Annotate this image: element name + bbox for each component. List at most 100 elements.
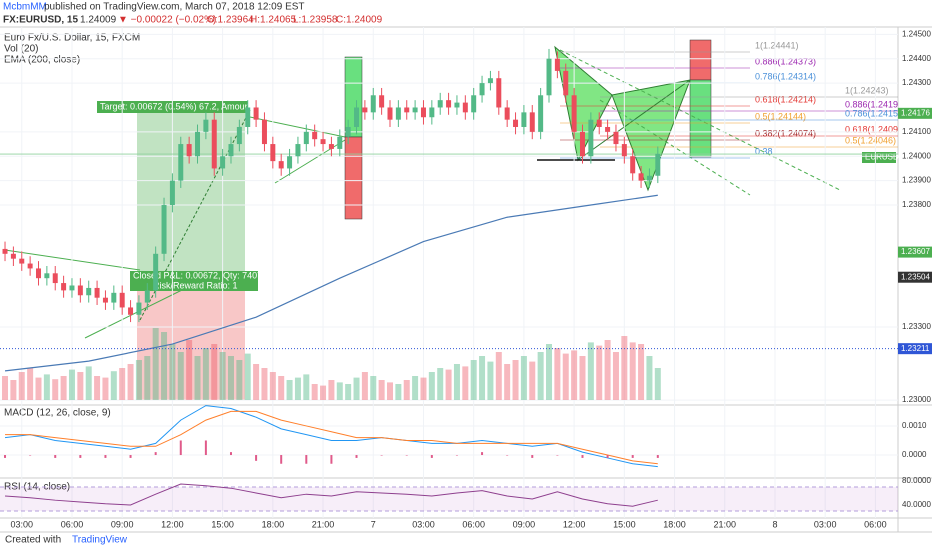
footer-brand[interactable]: TradingView [72, 535, 128, 546]
candle-body [354, 107, 360, 127]
box-red [689, 39, 712, 81]
target-label: Target: 0.00672 (0.54%) 67.2, Amount: 10… [100, 101, 290, 111]
candle-body [44, 273, 50, 279]
candle-body [370, 95, 376, 113]
volume-bar [579, 356, 586, 400]
candle-body [178, 144, 184, 181]
y-tick-label: 1.24300 [902, 78, 931, 87]
price-label: 1.23504 [901, 272, 930, 281]
y-tick-label: 1.24500 [902, 29, 931, 38]
volume-bar [119, 368, 126, 400]
y-tick-label: 0.0000 [902, 450, 927, 459]
volume-bar [85, 366, 92, 400]
macd-histogram [631, 455, 634, 458]
x-tick-label: 03:00 [412, 519, 435, 529]
candle-body [220, 156, 226, 169]
ohlc-close: C:1.24009 [336, 15, 383, 26]
candle-body [195, 131, 201, 157]
x-tick-label: 06:00 [864, 519, 887, 529]
candle-body [521, 112, 527, 127]
candle-body [387, 107, 393, 120]
legend-item: EMA (200, close) [4, 55, 80, 66]
macd-histogram [255, 455, 258, 461]
candle-body [379, 95, 385, 108]
candle-body [94, 287, 100, 298]
volume-bar [512, 360, 519, 400]
candle-body [554, 58, 560, 71]
candle-body [588, 119, 594, 157]
candle-body [236, 126, 242, 145]
candle-body [596, 119, 602, 127]
candle-body [404, 107, 410, 113]
closed-label: Closed P&L: 0.00672, Qty: 7407 [133, 270, 262, 280]
fib-label: 0.5(1.24046) [845, 135, 896, 145]
candle-body [287, 156, 293, 169]
volume-bar [2, 376, 9, 400]
box-red [344, 136, 363, 220]
fib-label: 0.618(1.2409 [845, 124, 898, 134]
volume-bar [253, 364, 260, 400]
ema-line [4, 194, 658, 372]
volume-bar [629, 342, 636, 400]
candle-body [153, 253, 159, 291]
y-tick-label: 40.0000 [902, 500, 931, 509]
candle-body [136, 302, 142, 315]
symbol-tag-text: EURUSD [865, 153, 899, 162]
x-tick-label: 8 [772, 519, 777, 529]
volume-bar [395, 384, 402, 400]
candle-body [161, 205, 167, 254]
candle-body [270, 144, 276, 162]
volume-bar [378, 380, 385, 400]
fib-label: 1(1.24243) [845, 85, 889, 95]
x-tick-label: 12:00 [161, 519, 184, 529]
volume-bar [244, 353, 251, 400]
ohlc-high: H:1.24065 [250, 15, 297, 26]
candle-body [563, 70, 569, 96]
author[interactable]: McbmMM [3, 2, 47, 13]
volume-bar [353, 377, 360, 400]
volume-bar [144, 356, 151, 400]
candle-body [77, 285, 83, 296]
macd-histogram [606, 455, 609, 458]
candle-body [337, 136, 343, 149]
macd-histogram [229, 452, 232, 456]
volume-bar [261, 368, 268, 400]
rsi-line [4, 483, 658, 507]
macd-histogram [656, 455, 659, 458]
volume-bar [604, 340, 611, 400]
candle-body [638, 173, 644, 181]
candle-body [35, 268, 41, 279]
volume-bar [537, 352, 544, 400]
candle-body [119, 292, 125, 308]
macd-histogram [154, 452, 157, 456]
volume-bar [127, 364, 134, 400]
macd-histogram [455, 455, 458, 456]
volume-bar [546, 344, 553, 400]
candle-body [496, 78, 502, 108]
macd-histogram [104, 455, 107, 458]
volume-bar [27, 368, 34, 400]
volume-bar [386, 382, 393, 400]
candle-body [646, 175, 652, 181]
ohlc-open: O:1.23964 [207, 15, 254, 26]
volume-bar [420, 377, 427, 400]
volume-bar [303, 374, 310, 400]
pattern [611, 79, 691, 192]
price-label-box [898, 107, 932, 119]
macd-histogram [280, 455, 283, 464]
macd-histogram [4, 455, 7, 458]
volume-bar [328, 380, 335, 400]
volume-bar [269, 372, 276, 400]
candle-body [579, 131, 585, 157]
candle-body [395, 107, 401, 120]
x-tick-label: 06:00 [462, 519, 485, 529]
price-label: 1.23607 [901, 247, 930, 256]
volume-bar [612, 352, 619, 400]
x-tick-label: 03:00 [10, 519, 33, 529]
candle-body [621, 144, 627, 157]
volume-bar [10, 380, 17, 400]
y-tick-label: 1.23000 [902, 395, 931, 404]
candle-body [295, 144, 301, 157]
volume-bar [437, 368, 444, 400]
